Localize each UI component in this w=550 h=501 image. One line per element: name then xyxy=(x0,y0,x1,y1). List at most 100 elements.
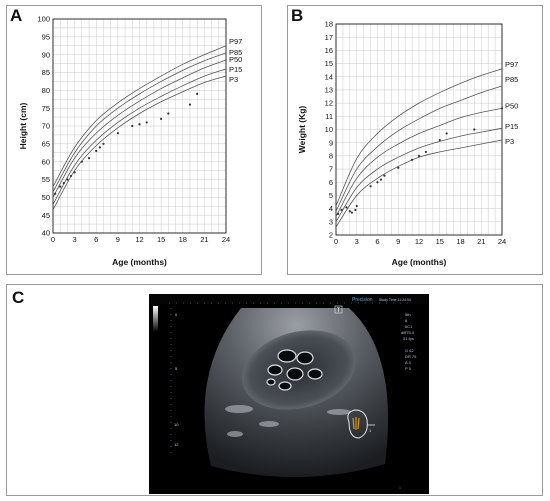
data-point xyxy=(417,154,421,157)
x-tick-label: 0 xyxy=(51,235,55,244)
panel-c-letter: C xyxy=(12,288,25,307)
y-axis-label: Height (cm) xyxy=(18,102,28,149)
x-tick-label: 24 xyxy=(498,237,506,246)
y-tick-label: 60 xyxy=(42,157,50,166)
svg-text:G 62: G 62 xyxy=(405,348,414,353)
height-chart: 0 3 6 9 12 15 18 21 24 40 45 50 55 60 65 70 75 80 85 90 95 10… xyxy=(18,15,242,267)
percentile-label-p97: P97 xyxy=(229,37,242,46)
data-point xyxy=(348,210,351,213)
x-axis-label: Age (months) xyxy=(392,257,447,267)
x-tick-label: 18 xyxy=(456,237,464,246)
x-tick-label: 12 xyxy=(415,237,423,246)
data-point xyxy=(80,160,83,163)
patient-points xyxy=(54,92,199,195)
x-tick-label: 21 xyxy=(200,235,208,244)
y-tick-label: 80 xyxy=(42,86,50,95)
y-tick-label: 85 xyxy=(42,68,50,77)
percentile-label-p85: P85 xyxy=(505,75,518,84)
svg-text:P 5: P 5 xyxy=(405,366,412,371)
calyces xyxy=(266,349,323,391)
percentile-curve-p97 xyxy=(335,68,503,207)
panel-a-frame xyxy=(6,5,262,275)
percentile-curve-p97 xyxy=(52,45,227,187)
y-tick-label: 18 xyxy=(325,20,333,29)
data-point xyxy=(138,123,141,126)
percentile-curve-p15 xyxy=(52,68,227,205)
y-tick-label: 45 xyxy=(42,211,50,220)
data-point xyxy=(383,174,386,177)
y-tick-label: 15 xyxy=(325,59,333,68)
x-tick-label: 6 xyxy=(375,237,379,246)
data-point xyxy=(397,166,400,169)
data-point xyxy=(438,138,441,142)
plot-frame xyxy=(335,23,503,236)
x-tick-label: 12 xyxy=(135,235,143,244)
grid xyxy=(52,18,227,234)
y-tick-label: 11 xyxy=(325,112,333,121)
data-point xyxy=(500,107,504,110)
svg-text:6C1: 6C1 xyxy=(405,324,413,329)
data-point xyxy=(131,124,134,128)
svg-text:1: 1 xyxy=(369,428,372,433)
data-point xyxy=(98,146,101,149)
grayscale-bar xyxy=(153,306,158,332)
x-tick-label: 24 xyxy=(222,235,230,244)
y-tick-label: 65 xyxy=(42,139,50,148)
x-tick-label: 9 xyxy=(396,237,400,246)
percentile-label-p85: P85 xyxy=(229,48,242,57)
tissue-streaks xyxy=(225,405,351,437)
y-tick-label: 2 xyxy=(329,231,333,240)
data-point xyxy=(95,149,98,153)
y-tick-label: 75 xyxy=(42,104,50,113)
y-tick-label: 17 xyxy=(325,33,333,42)
svg-text:DR 75: DR 75 xyxy=(405,354,417,359)
probe-marker: T xyxy=(337,308,341,314)
data-point xyxy=(410,158,414,161)
x-tick-label: 15 xyxy=(157,235,165,244)
us-header-text: Precision xyxy=(352,297,373,303)
percentile-label-p97: P97 xyxy=(505,60,518,69)
percentile-curve-p85 xyxy=(52,52,227,193)
y-tick-label: 9 xyxy=(329,138,333,147)
percentile-curve-p85 xyxy=(335,85,503,212)
ultrasound-scan: Precision Study Time 11:24:04 0 xyxy=(149,294,429,490)
y-axis-label: Weight (Kg) xyxy=(297,106,307,154)
y-tick-label: 13 xyxy=(325,86,333,95)
svg-text:A 3: A 3 xyxy=(405,360,412,365)
y-tick-label: 95 xyxy=(42,32,50,41)
percentile-label-p50: P50 xyxy=(229,55,242,64)
svg-text:5: 5 xyxy=(175,366,178,371)
x-tick-label: 3 xyxy=(73,235,77,244)
x-tick-label: 9 xyxy=(116,235,120,244)
data-point xyxy=(102,142,105,145)
data-point xyxy=(188,103,192,106)
data-point xyxy=(116,132,119,135)
depth-scale: 0 5 10 12 xyxy=(174,312,179,447)
data-point xyxy=(73,171,76,174)
x-tick-label: 6 xyxy=(94,235,98,244)
data-point xyxy=(376,181,379,184)
weight-chart: 0 3 6 9 12 15 18 21 24 2 3 4 5 6 7 8 9 10 11 12 13 14 15 16 17 18… xyxy=(297,20,518,267)
grid xyxy=(335,23,503,236)
y-tick-label: 12 xyxy=(325,99,333,108)
ultrasound-image: Precision Study Time 11:24:04 0 xyxy=(149,294,429,494)
svg-text:5th: 5th xyxy=(405,312,411,317)
data-point xyxy=(369,185,372,188)
data-point xyxy=(336,212,340,215)
percentile-curve-p50 xyxy=(335,108,503,217)
y-tick-label: 3 xyxy=(329,217,333,226)
data-point xyxy=(379,178,383,181)
data-point xyxy=(196,92,199,95)
x-tick-label: 15 xyxy=(436,237,444,246)
percentile-label-p3: P3 xyxy=(229,75,238,84)
data-point xyxy=(340,208,343,212)
data-point xyxy=(167,112,170,115)
percentile-label-p3: P3 xyxy=(505,137,514,146)
x-tick-label: 18 xyxy=(179,235,187,244)
svg-text:10: 10 xyxy=(174,422,179,427)
y-tick-label: 40 xyxy=(42,229,50,238)
percentile-label-p15: P15 xyxy=(505,122,518,131)
svg-text:diff75.0: diff75.0 xyxy=(401,330,415,335)
percentile-curve-p3 xyxy=(335,139,503,228)
y-tick-label: 70 xyxy=(42,122,50,131)
